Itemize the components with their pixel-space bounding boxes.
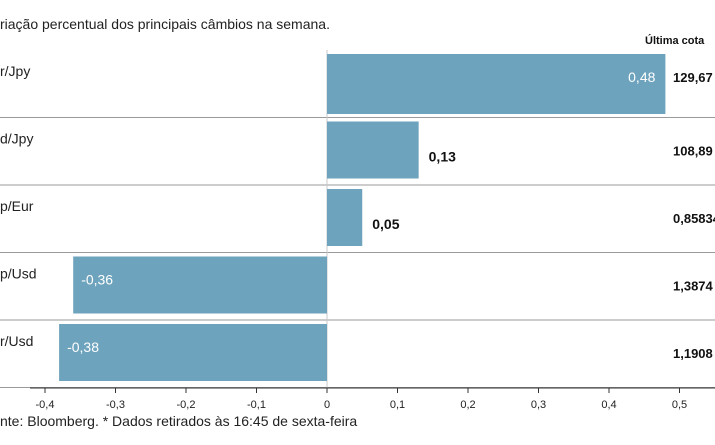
currency-pair-label: p/Usd (0, 265, 37, 281)
last-quote: 129,67 (673, 70, 713, 85)
chart-subtitle: riação percentual dos principais câmbios… (0, 16, 330, 32)
last-quote: 108,89 (673, 143, 713, 158)
bar (327, 121, 419, 179)
currency-pair-label: r/Usd (0, 333, 33, 349)
source-note: nte: Bloomberg. * Dados retirados às 16:… (0, 413, 357, 429)
x-tick-label: -0,2 (177, 399, 196, 411)
currency-pair-label: p/Eur (0, 198, 34, 214)
currency-pair-label: r/Jpy (0, 63, 30, 79)
last-quote: 1,1908 (673, 346, 713, 361)
value-label: -0,38 (67, 339, 99, 355)
last-quote-header: Última cota (645, 34, 705, 47)
bar (73, 256, 327, 314)
x-tick-label: 0 (324, 399, 330, 411)
last-quote: 0,85834 (673, 211, 715, 226)
x-tick-label: -0,4 (36, 399, 55, 411)
x-tick-label: -0,3 (106, 399, 125, 411)
bar (327, 189, 363, 246)
x-tick-label: 0,5 (672, 399, 687, 411)
x-tick-label: -0,1 (247, 399, 266, 411)
x-tick-label: 0,3 (531, 399, 546, 411)
value-label: 0,48 (628, 69, 655, 85)
value-label: 0,13 (429, 148, 456, 164)
bar (327, 54, 666, 114)
x-tick-label: 0,1 (390, 399, 405, 411)
bar (59, 324, 327, 381)
value-label: 0,05 (372, 216, 399, 232)
value-label: -0,36 (81, 271, 113, 287)
currency-pair-label: d/Jpy (0, 130, 33, 146)
last-quote: 1,3874 (673, 278, 714, 293)
x-tick-label: 0,4 (601, 399, 616, 411)
x-tick-label: 0,2 (460, 399, 475, 411)
